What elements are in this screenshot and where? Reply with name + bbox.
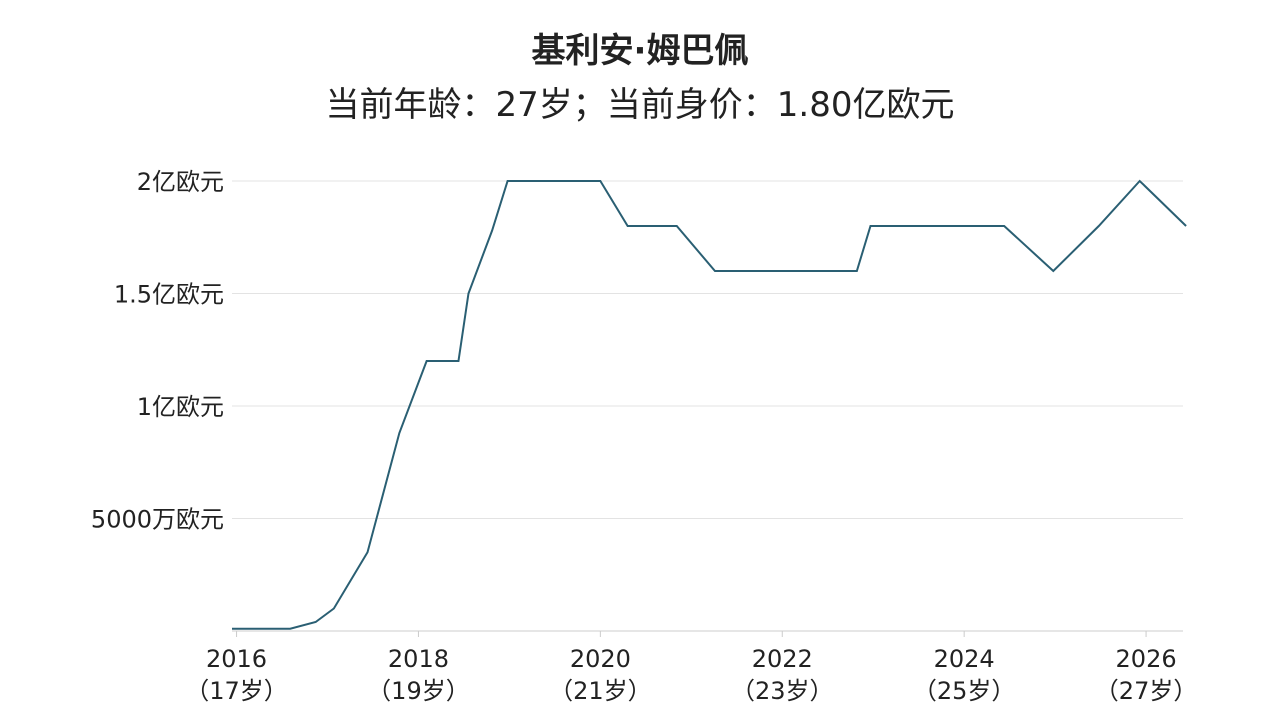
x-tick-age: （19岁） bbox=[367, 677, 470, 705]
x-tick-age: （25岁） bbox=[913, 677, 1016, 705]
x-tick-label: 2026 bbox=[1116, 645, 1177, 673]
y-tick-label: 1.5亿欧元 bbox=[114, 281, 224, 309]
x-tick-label: 2016 bbox=[206, 645, 267, 673]
x-tick-label: 2022 bbox=[752, 645, 813, 673]
x-tick-label: 2020 bbox=[570, 645, 631, 673]
line bbox=[232, 179, 1187, 630]
x-tick-age: （17岁） bbox=[185, 677, 288, 705]
x-tick-age: （23岁） bbox=[731, 677, 834, 705]
chart-subtitle: 当前年龄：27岁；当前身价：1.80亿欧元 bbox=[326, 85, 955, 125]
y-tick-label: 5000万欧元 bbox=[91, 506, 224, 534]
x-tick-label: 2018 bbox=[388, 645, 449, 673]
y-tick-label: 1亿欧元 bbox=[137, 393, 224, 421]
x-tick-age: （21岁） bbox=[549, 677, 652, 705]
x-tick-age: （27岁） bbox=[1095, 677, 1198, 705]
x-tick-label: 2024 bbox=[934, 645, 995, 673]
chart-title: 基利安·姆巴佩 bbox=[532, 31, 749, 71]
y-tick-label: 2亿欧元 bbox=[137, 168, 224, 196]
